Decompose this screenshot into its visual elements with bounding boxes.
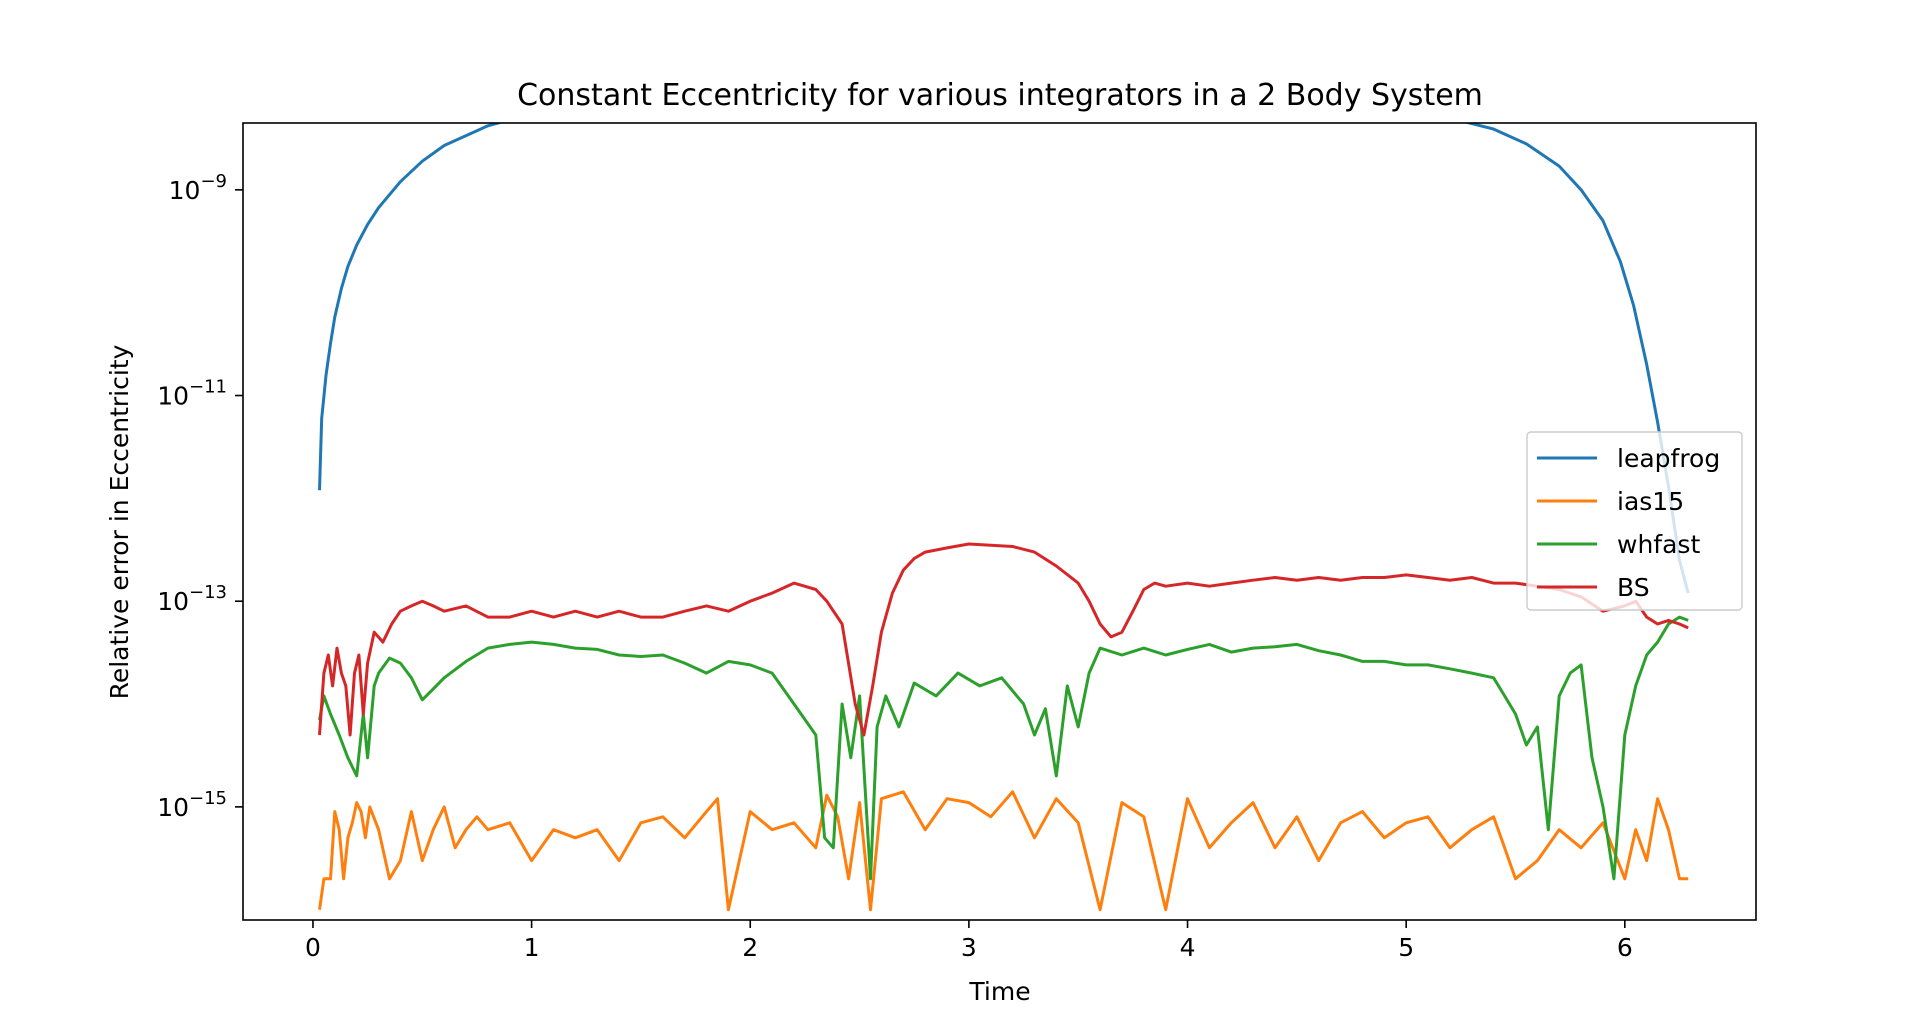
x-tick-label: 5 bbox=[1398, 933, 1414, 962]
x-tick-label: 2 bbox=[742, 933, 758, 962]
chart-title: Constant Eccentricity for various integr… bbox=[517, 78, 1483, 113]
y-tick-label: 10−9 bbox=[169, 171, 227, 205]
y-tick-label: 10−15 bbox=[157, 788, 227, 822]
legend: leapfrog ias15 whfast BS bbox=[1526, 431, 1743, 611]
legend-label-BS: BS bbox=[1617, 573, 1650, 602]
x-tick-label: 3 bbox=[961, 933, 977, 962]
axes-frame bbox=[242, 122, 1757, 921]
legend-label-ias15: ias15 bbox=[1617, 487, 1684, 516]
series-line-leapfrog bbox=[318, 123, 1690, 594]
legend-label-whfast: whfast bbox=[1617, 530, 1700, 559]
x-tick-label: 1 bbox=[524, 933, 540, 962]
x-ticks: 0 1 2 3 4 5 6 bbox=[305, 920, 1633, 962]
y-axis-label: Relative error in Eccentricity bbox=[105, 344, 134, 699]
x-axis-label: Time bbox=[968, 977, 1030, 1006]
series-line-BS bbox=[318, 542, 1689, 737]
legend-label-leapfrog: leapfrog bbox=[1617, 444, 1720, 473]
x-tick-label: 4 bbox=[1180, 933, 1196, 962]
y-tick-label: 10−13 bbox=[157, 582, 227, 616]
y-tick-label: 10−11 bbox=[157, 377, 227, 411]
series-layer bbox=[318, 123, 1690, 912]
legend-box bbox=[1526, 431, 1743, 611]
x-tick-label: 0 bbox=[305, 933, 321, 962]
y-ticks: 10−15 10−13 10−11 10−9 bbox=[157, 171, 243, 822]
series-line-ias15 bbox=[318, 790, 1689, 912]
x-tick-label: 6 bbox=[1617, 933, 1633, 962]
series-line-whfast bbox=[318, 615, 1689, 881]
plot-area bbox=[318, 123, 1690, 912]
